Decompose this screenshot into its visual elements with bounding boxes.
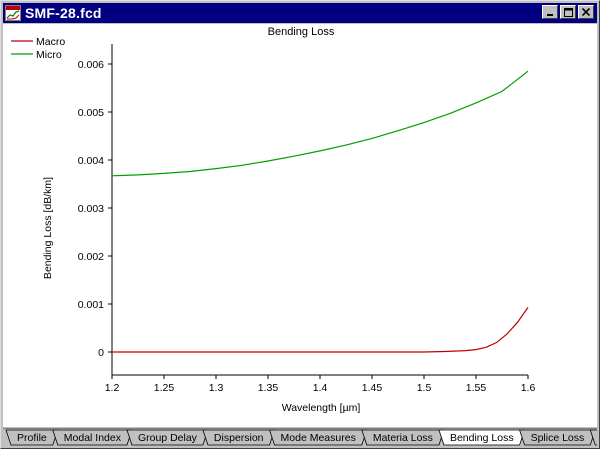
x-tick-label: 1.55 xyxy=(466,382,487,394)
window-title: SMF-28.fcd xyxy=(25,5,102,21)
tab-shape xyxy=(126,429,209,446)
tab-splice-loss[interactable]: Splice Loss xyxy=(519,429,596,446)
minimize-icon xyxy=(547,14,553,16)
tab-strip: Profile Modal Index Group Delay Dispersion M… xyxy=(5,429,597,446)
legend-label-macro: Macro xyxy=(36,36,65,48)
tab-materia-loss[interactable]: Materia Loss xyxy=(361,429,445,446)
series-line-micro xyxy=(111,70,529,177)
tab-shape xyxy=(5,429,59,446)
y-axis-label: Bending Loss [dB/km] xyxy=(42,177,54,279)
x-axis-label: Wavelength [µm] xyxy=(282,402,361,414)
y-tick-label: 0.005 xyxy=(78,107,104,119)
title-bar[interactable]: SMF-28.fcd xyxy=(3,3,597,23)
y-tick-label: 0 xyxy=(98,347,104,359)
app-icon[interactable] xyxy=(5,5,21,21)
chart-series xyxy=(111,70,529,353)
chart-axes xyxy=(111,44,528,376)
tab-profile[interactable]: Profile xyxy=(5,429,59,446)
series-line-macro xyxy=(112,307,529,353)
legend-label-micro: Micro xyxy=(36,49,62,61)
tab-label: Group Delay xyxy=(138,432,198,444)
x-tick-label: 1.6 xyxy=(521,382,536,394)
close-icon xyxy=(582,8,590,16)
tab-bending-loss[interactable]: Bending Loss xyxy=(438,429,526,446)
x-tick-label: 1.45 xyxy=(362,382,383,394)
maximize-button[interactable] xyxy=(560,5,576,19)
tab-shape xyxy=(268,429,368,446)
x-tick-label: 1.3 xyxy=(209,382,224,394)
y-tick-label: 0.003 xyxy=(78,203,104,215)
chart-title: Bending Loss xyxy=(268,26,335,38)
tab-label: Dispersion xyxy=(214,432,264,444)
close-button[interactable] xyxy=(578,5,594,19)
y-tick-label: 0.002 xyxy=(78,251,104,263)
maximize-icon xyxy=(563,7,573,17)
tab-dispersion[interactable]: Dispersion xyxy=(202,429,276,446)
tab-label: Splice Loss xyxy=(531,432,585,444)
minimize-button[interactable] xyxy=(542,5,558,19)
tab-bar: Profile Modal Index Group Delay Dispersion M… xyxy=(3,428,597,447)
tab-modal-index[interactable]: Modal Index xyxy=(52,429,133,446)
window-controls xyxy=(542,5,594,19)
tab-shape xyxy=(202,429,276,446)
chart-ticks: 1.2 1.25 1.3 1.35 1.4 1.45 1.5 1.55 1.6 0 0.001 0.0… xyxy=(78,59,536,394)
y-tick-label: 0.006 xyxy=(78,59,104,71)
y-tick-label: 0.004 xyxy=(78,155,104,167)
tab-shape xyxy=(361,429,445,446)
tab-shape xyxy=(519,429,596,446)
tab-shape xyxy=(438,429,526,446)
tab-label: Mode Measures xyxy=(281,432,356,444)
tab-mode-measures[interactable]: Mode Measures xyxy=(268,429,368,446)
tab-mode-field[interactable]: Mode Field xyxy=(589,429,597,446)
x-tick-label: 1.5 xyxy=(417,382,432,394)
x-tick-label: 1.25 xyxy=(154,382,175,394)
tab-label: Materia Loss xyxy=(373,432,433,444)
tab-label: Profile xyxy=(17,432,47,444)
tab-shape xyxy=(589,429,597,446)
x-tick-label: 1.35 xyxy=(258,382,279,394)
tab-group-delay[interactable]: Group Delay xyxy=(126,429,209,446)
x-tick-label: 1.4 xyxy=(313,382,328,394)
chart-area: Bending Loss Wavelength [µm] Bending Los… xyxy=(3,24,597,427)
tab-label: Bending Loss xyxy=(450,432,514,444)
tab-shape xyxy=(52,429,133,446)
x-tick-label: 1.2 xyxy=(105,382,120,394)
bending-loss-chart: Bending Loss Wavelength [µm] Bending Los… xyxy=(11,26,536,414)
y-tick-label: 0.001 xyxy=(78,299,104,311)
tab-label: Modal Index xyxy=(64,432,122,444)
